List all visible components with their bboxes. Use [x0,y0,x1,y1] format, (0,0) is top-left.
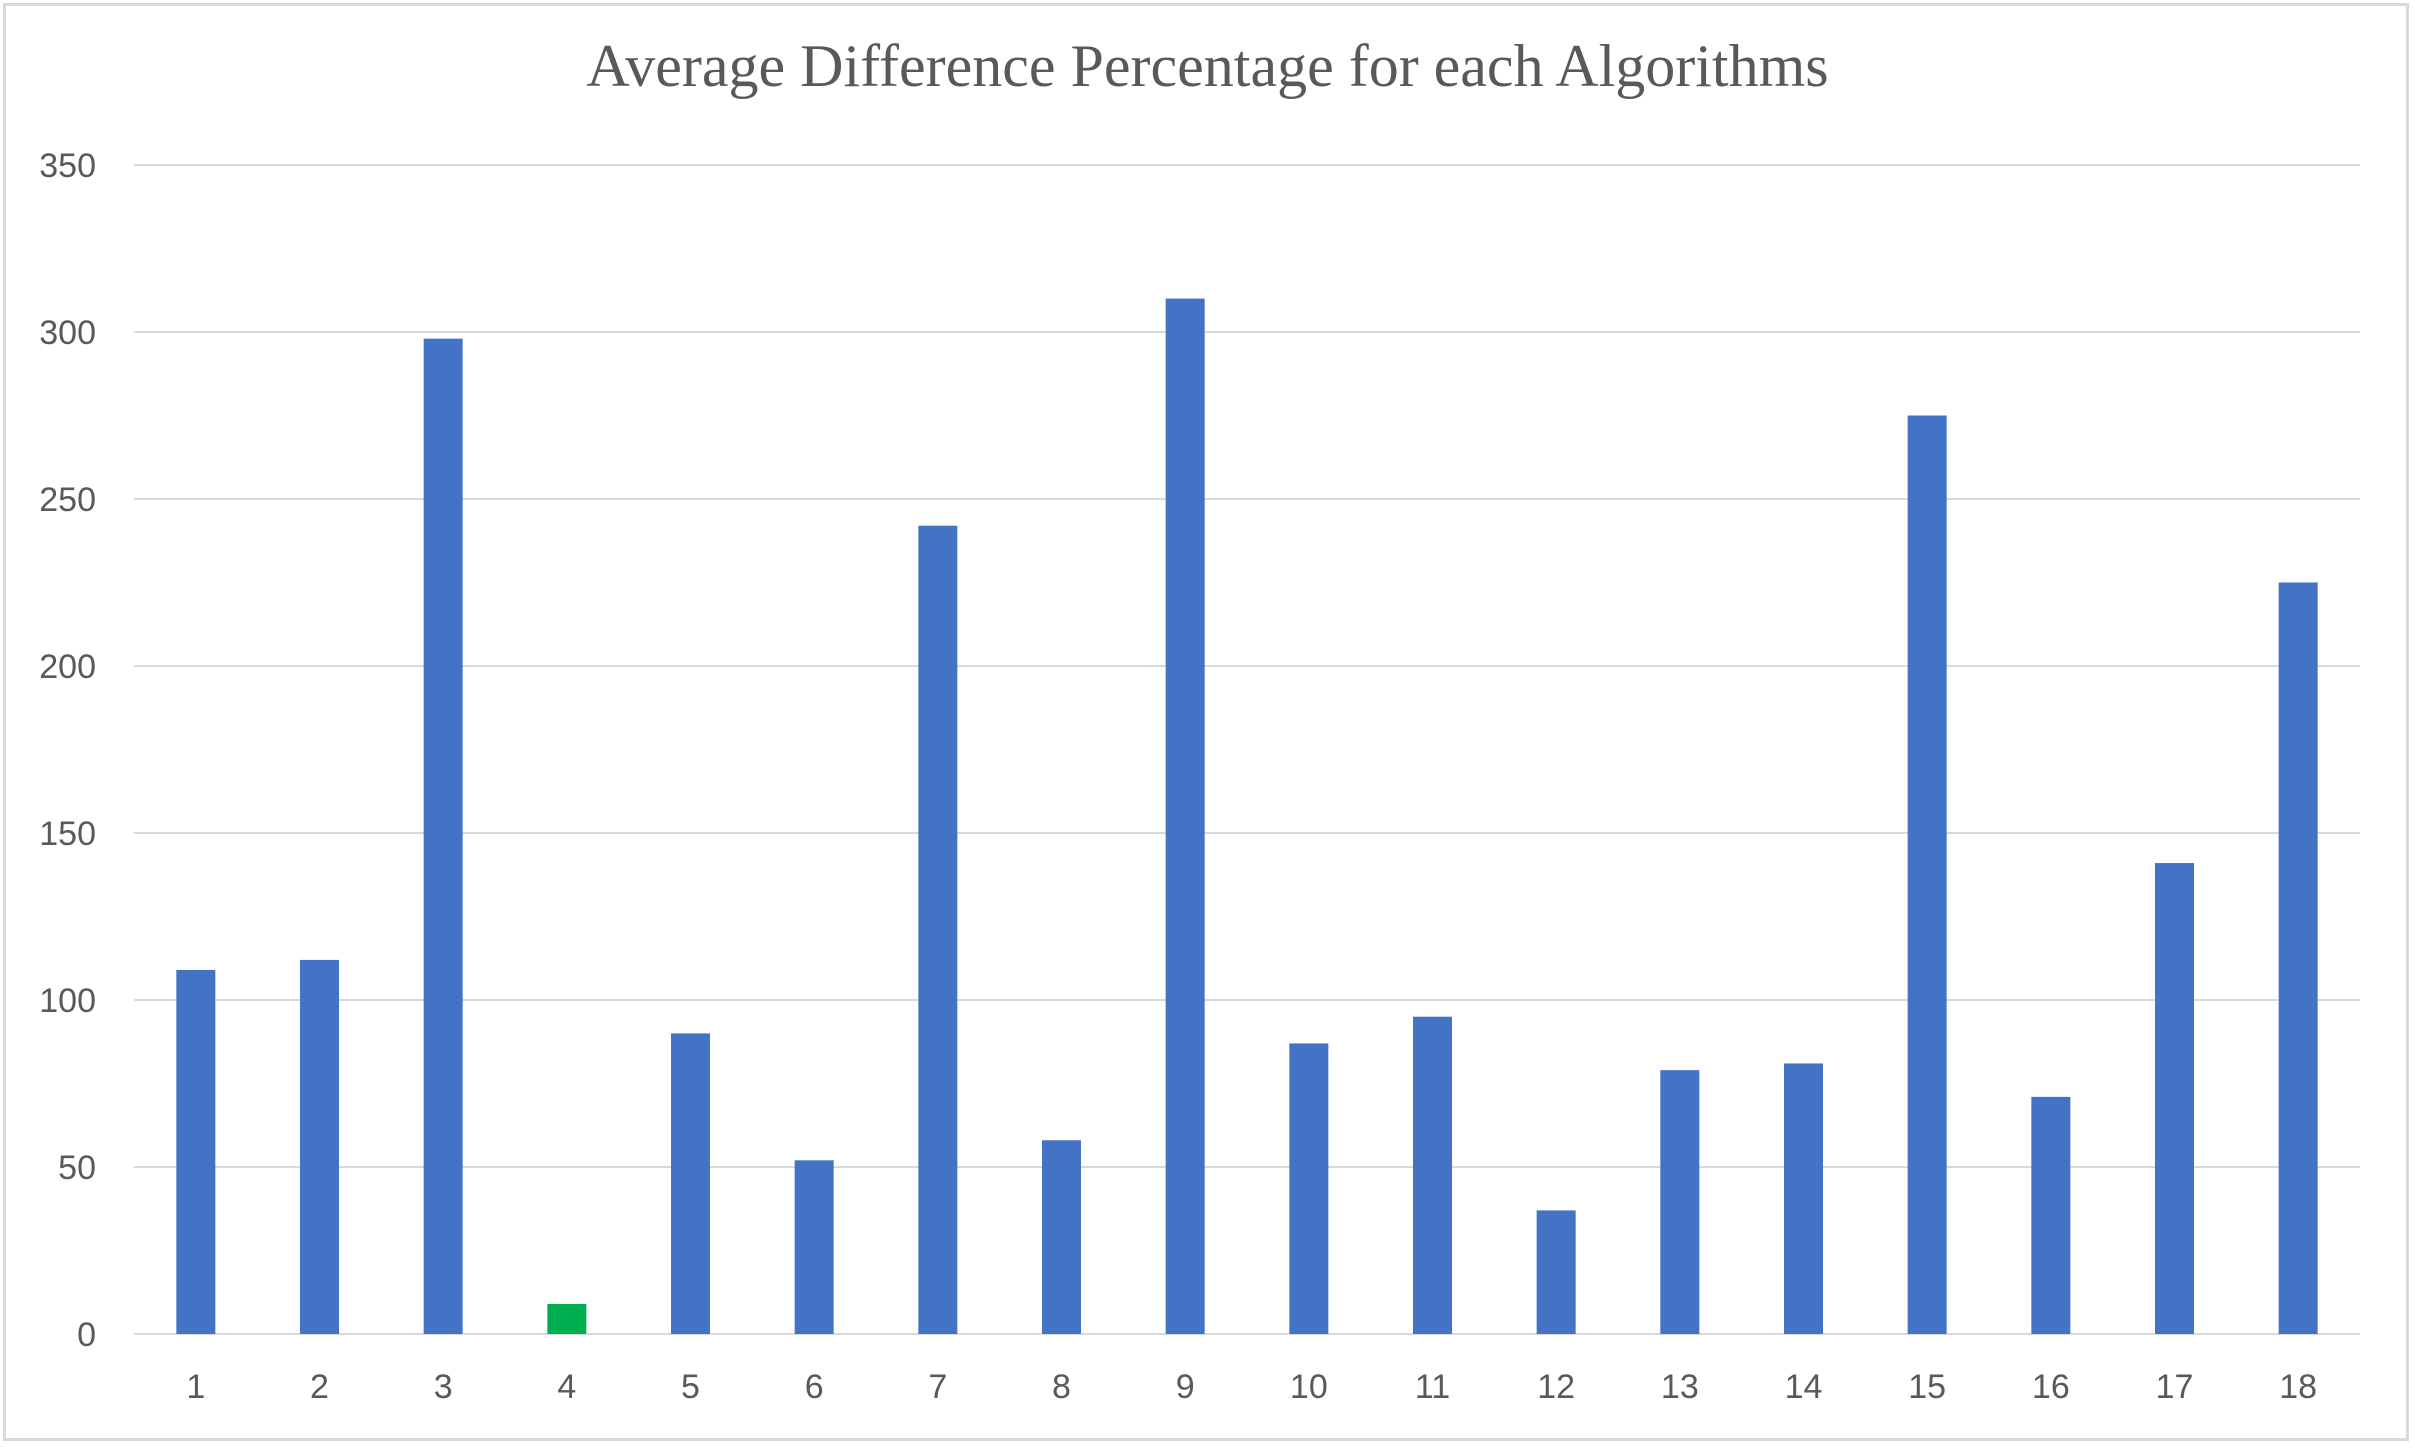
bars [176,298,2318,1335]
y-tick-label: 100 [39,982,96,1020]
bar-14 [1784,1063,1823,1334]
x-tick-label: 6 [805,1368,824,1406]
x-tick-label: 10 [1290,1368,1328,1406]
x-tick-label: 2 [310,1368,329,1406]
x-tick-label: 3 [434,1368,453,1406]
bar-3 [423,338,463,1334]
bar-9 [1165,298,1205,1335]
x-tick-label: 12 [1537,1368,1575,1406]
bar-13 [1660,1070,1700,1334]
y-tick-label: 200 [39,648,96,686]
bar-16 [2031,1096,2071,1334]
y-tick-label: 0 [77,1316,96,1354]
x-tick-label: 16 [2032,1368,2070,1406]
y-axis-ticks: 0 50 100 150 200 250 300 350 [39,147,96,1354]
chart-frame [3,3,2409,1441]
x-tick-label: 18 [2279,1368,2317,1406]
bar-15 [1907,415,1947,1334]
x-tick-label: 4 [557,1368,576,1406]
bar-11 [1413,1016,1452,1334]
x-tick-label: 15 [1908,1368,1946,1406]
y-tick-label: 300 [39,314,96,352]
y-tick-label: 350 [39,147,96,185]
gridlines [134,164,2360,1335]
x-tick-label: 14 [1785,1368,1823,1406]
y-tick-label: 50 [58,1149,96,1187]
x-tick-label: 11 [1415,1368,1450,1406]
x-tick-label: 7 [928,1368,947,1406]
x-tick-label: 1 [186,1368,205,1406]
x-tick-label: 9 [1176,1368,1195,1406]
x-tick-label: 13 [1661,1368,1699,1406]
bar-8 [1042,1140,1081,1334]
bar-12 [1536,1210,1576,1334]
bar-18 [2278,582,2318,1334]
x-axis-ticks: 1 2 3 4 5 6 7 8 9 10 11 12 13 14 15 16 17 18 [186,1368,2317,1406]
bar-1 [176,969,216,1334]
bar-5 [671,1033,710,1334]
bar-7 [918,525,958,1334]
y-tick-label: 250 [39,481,96,519]
chart-title: Average Difference Percentage for each A… [586,33,1829,99]
bar-17 [2155,863,2194,1334]
bar-6 [794,1160,834,1334]
x-tick-label: 8 [1052,1368,1071,1406]
y-tick-label: 150 [39,815,96,853]
bar-10 [1289,1043,1329,1334]
x-tick-label: 5 [681,1368,700,1406]
bar-4 [547,1303,587,1334]
x-tick-label: 17 [2156,1368,2194,1406]
bar-2 [300,959,339,1334]
